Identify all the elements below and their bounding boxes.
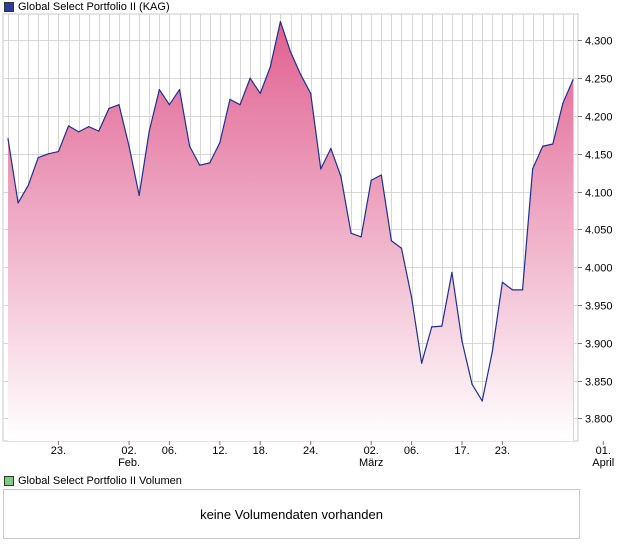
price-point [299,73,302,76]
x-tick-label: 06. [162,445,177,457]
price-point [572,79,574,81]
price-point [128,145,130,147]
price-point [461,340,463,342]
price-point [249,77,251,79]
price-chart: 4.300 4.250 4.200 4.150 4.100 4.050 4.000 3.950… [2,13,614,469]
volume-legend-swatch [4,476,14,486]
price-point [471,383,473,385]
volume-panel: keine Volumendaten vorhanden [3,489,580,539]
price-point [98,130,100,132]
price-point [380,174,382,176]
price-point [400,247,403,249]
price-legend-swatch [4,2,14,12]
y-tick-label: 3.900 [585,339,613,351]
volume-legend-label: Global Select Portfolio II Volumen [18,475,182,487]
price-point [491,351,493,353]
price-point [521,289,524,291]
volume-legend: Global Select Portfolio II Volumen [4,474,182,488]
price-point [219,141,221,144]
price-point [178,88,181,91]
price-point [47,153,49,155]
volume-empty-message: keine Volumendaten vorhanden [200,506,383,522]
price-point [88,126,90,128]
x-tick-label: 18. [253,445,268,457]
price-point [542,145,544,147]
price-point [239,104,241,106]
price-point [431,326,433,328]
y-tick-label: 3.850 [585,377,613,389]
y-tick-label: 4.150 [585,150,613,162]
price-point [511,289,514,291]
x-tick-label: 23. [51,445,66,457]
price-point [269,66,271,68]
price-point [229,98,231,100]
price-point [189,145,191,147]
price-point [27,184,29,187]
price-point [330,147,332,150]
price-point [289,51,292,53]
price-point [340,175,342,178]
x-tick-label: 23. [495,445,510,457]
price-point [37,156,39,159]
price-point [421,362,423,364]
price-point [441,325,443,327]
price-point [532,168,534,170]
y-tick-label: 4.100 [585,188,613,200]
price-point [410,296,413,299]
price-point [310,92,312,94]
price-point [209,162,211,164]
y-tick-label: 4.000 [585,263,613,275]
price-point [17,202,19,204]
x-tick-label: 01. [596,445,611,457]
price-legend: Global Select Portfolio II (KAG) [4,0,170,14]
price-point [148,130,150,132]
x-tick-label: 02. [364,445,379,457]
price-point [501,281,503,283]
price-point [138,194,140,196]
price-point [118,104,120,106]
price-point [78,131,80,133]
price-legend-label: Global Select Portfolio II (KAG) [18,1,170,13]
price-point [360,236,362,238]
y-tick-label: 4.200 [585,112,613,124]
y-tick-label: 3.950 [585,301,613,313]
price-point [158,88,160,91]
price-point [451,271,453,274]
price-point [481,400,483,402]
x-tick-label: 02. [121,445,136,457]
price-point [279,20,282,23]
x-tick-label: 17. [454,445,469,457]
price-point [108,107,110,110]
price-point [552,143,554,145]
x-tick-month-label: März [359,457,383,469]
y-tick-label: 4.250 [585,74,613,86]
price-point [320,168,322,170]
price-point [562,102,564,104]
price-point [350,232,352,234]
y-tick-label: 3.800 [585,414,613,426]
price-point [168,104,171,106]
price-point [259,92,261,94]
price-point [199,164,201,166]
x-tick-month-label: Feb. [118,457,140,469]
x-tick-label: 12. [212,445,227,457]
price-point [390,240,392,242]
x-tick-label: 24. [303,445,318,457]
price-point [67,125,70,127]
x-tick-month-label: April [592,457,614,469]
price-area [8,21,573,442]
y-tick-label: 4.300 [585,36,613,48]
y-tick-label: 4.050 [585,225,613,237]
price-point [57,150,60,153]
price-point [7,138,9,140]
price-point [370,179,372,181]
x-tick-label: 06. [404,445,419,457]
